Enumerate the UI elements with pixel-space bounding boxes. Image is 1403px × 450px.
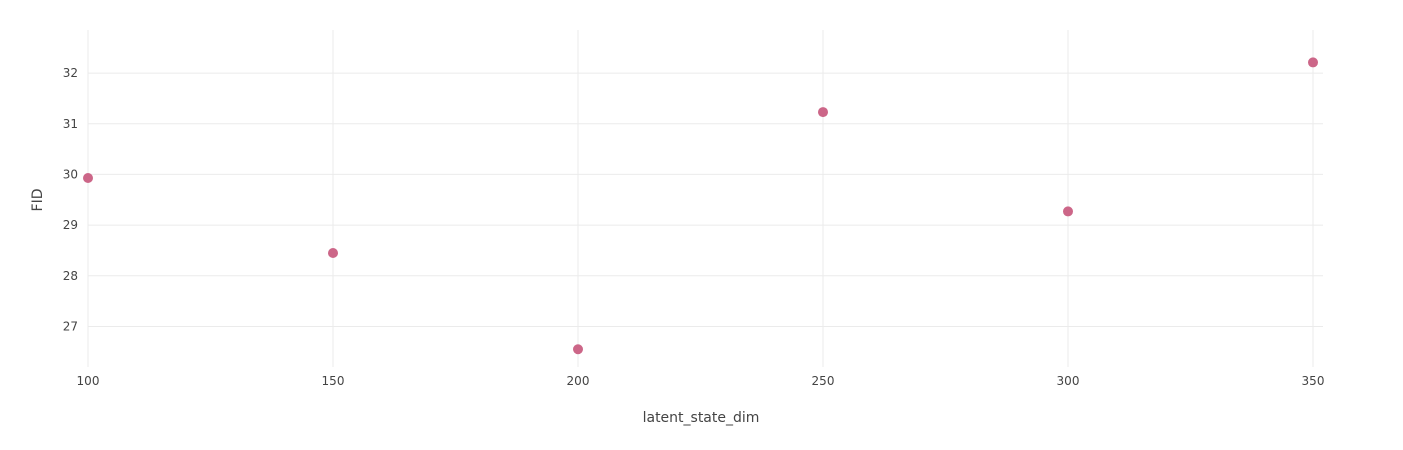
x-tick-label: 100 <box>77 374 100 388</box>
y-tick-label: 27 <box>63 319 78 333</box>
data-point[interactable] <box>328 247 338 258</box>
y-tick-label: 28 <box>63 269 78 283</box>
y-axis-title: FID <box>30 189 46 212</box>
data-point[interactable] <box>818 107 828 118</box>
x-axis-title: latent_state_dim <box>643 410 760 426</box>
y-tick-label: 30 <box>63 167 78 181</box>
data-point[interactable] <box>1308 57 1318 68</box>
x-tick-label: 300 <box>1057 374 1080 388</box>
y-tick-label: 31 <box>63 117 78 131</box>
y-tick-label: 29 <box>63 218 78 232</box>
y-tick-label: 32 <box>63 66 78 80</box>
data-point[interactable] <box>573 344 583 355</box>
data-point[interactable] <box>83 172 93 183</box>
tick-label-layer: 100 150 200 250 300 350 27 28 29 30 31 32 <box>63 66 1325 388</box>
data-point[interactable] <box>1063 206 1073 217</box>
x-tick-label: 350 <box>1302 374 1325 388</box>
x-tick-label: 200 <box>567 374 590 388</box>
data-point-layer <box>83 57 1318 355</box>
grid-layer <box>87 30 1323 367</box>
x-tick-label: 150 <box>322 374 345 388</box>
x-tick-label: 250 <box>812 374 835 388</box>
